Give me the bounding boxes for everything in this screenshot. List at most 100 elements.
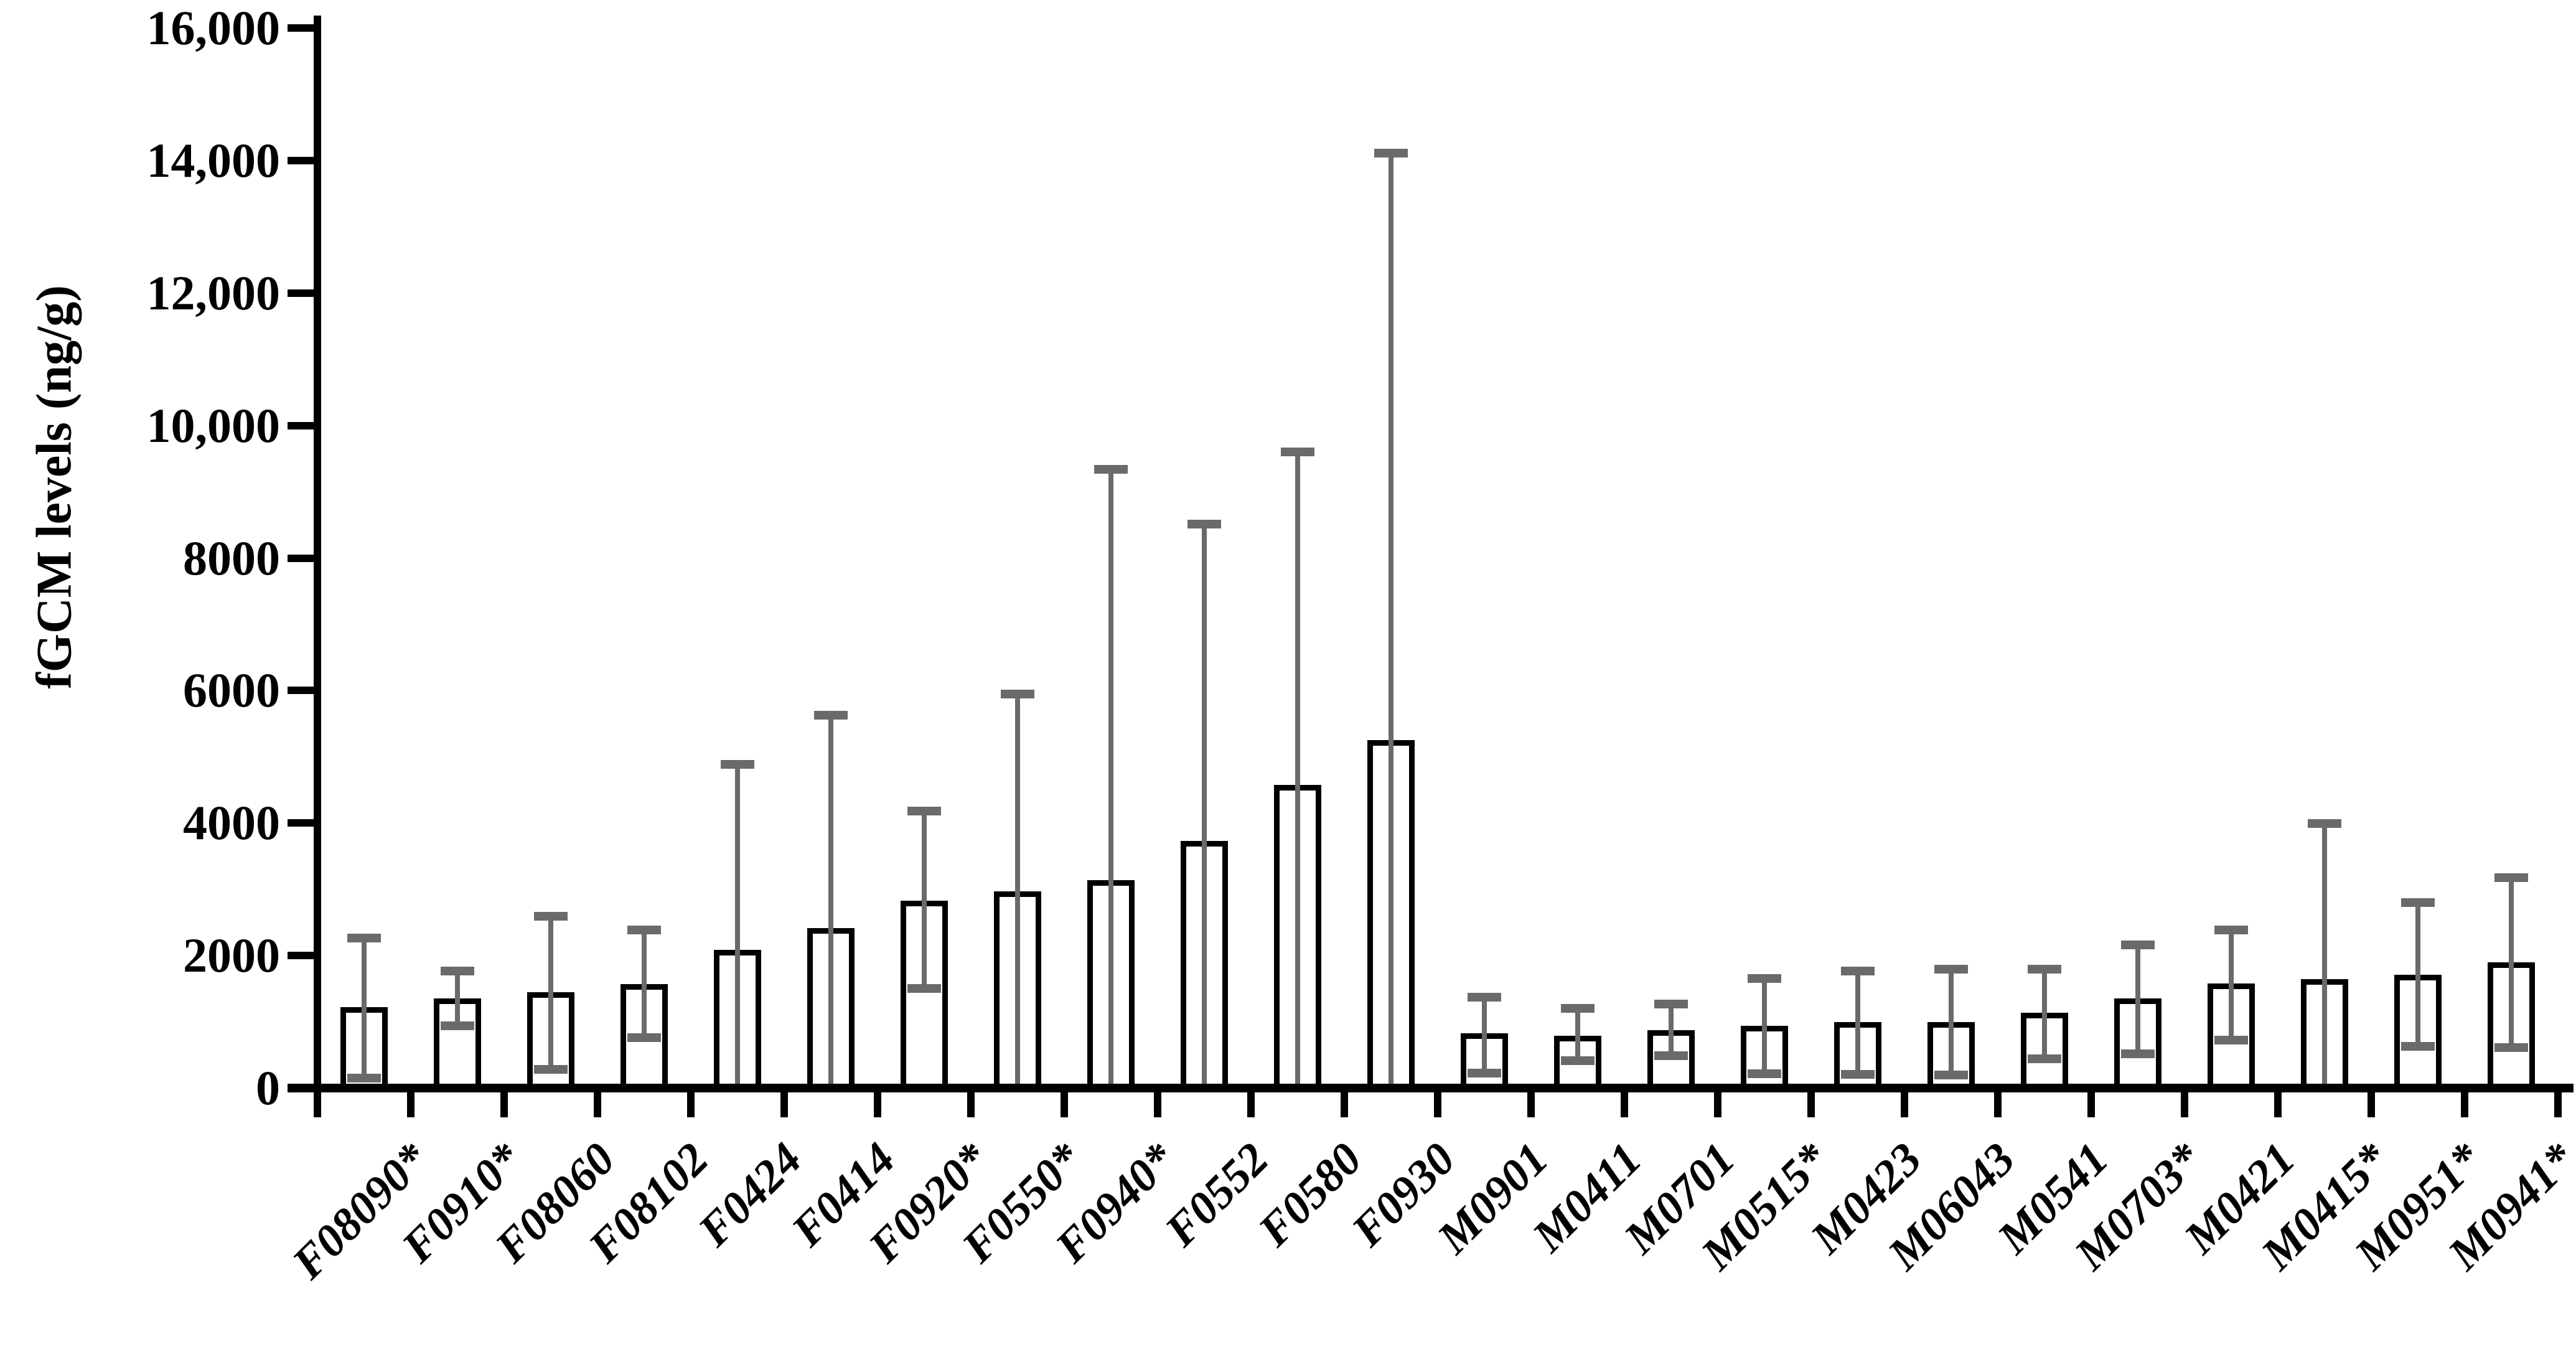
x-tick-mark (1061, 1085, 1068, 1117)
error-cap-bottom-m0941 (2494, 1043, 2528, 1053)
x-tick-label-f0580: F0580 (1248, 1133, 1372, 1257)
error-cap-top-m0541 (2028, 965, 2061, 974)
error-bar-f08090 (362, 938, 367, 1079)
error-bar-m0951 (2415, 902, 2420, 1046)
error-bar-f0414 (828, 715, 833, 1088)
error-bar-f0940 (1108, 469, 1113, 1088)
error-cap-bottom-m0703 (2121, 1049, 2155, 1058)
y-tick-mark (288, 952, 321, 960)
y-tick-mark (288, 554, 321, 562)
error-cap-top-m0515 (1748, 974, 1781, 983)
error-bar-f0550 (1015, 693, 1020, 1088)
x-tick-mark (2554, 1085, 2562, 1117)
x-tick-mark (1621, 1085, 1628, 1117)
error-cap-bottom-m0701 (1654, 1051, 1688, 1060)
x-tick-mark (2087, 1085, 2095, 1117)
error-cap-bottom-f0910 (441, 1021, 474, 1030)
error-cap-top-f0550 (1001, 689, 1034, 698)
error-cap-top-m0701 (1654, 999, 1688, 1008)
x-tick-mark (1714, 1085, 1721, 1117)
error-bar-m0701 (1669, 1003, 1674, 1056)
error-cap-top-f08102 (627, 925, 661, 934)
error-bar-m0411 (1575, 1008, 1580, 1061)
error-cap-top-m0703 (2121, 941, 2155, 950)
x-tick-mark (780, 1085, 788, 1117)
error-cap-top-m0411 (1561, 1004, 1595, 1013)
error-bar-f0424 (735, 764, 740, 1088)
x-tick-label-f0424: F0424 (688, 1133, 812, 1257)
x-tick-mark (1341, 1085, 1348, 1117)
error-cap-top-m0423 (1841, 966, 1875, 975)
error-cap-bottom-f08090 (347, 1074, 381, 1083)
x-tick-mark (1527, 1085, 1535, 1117)
y-tick-label: 6000 (183, 663, 280, 718)
x-axis-line (288, 1084, 2574, 1092)
y-tick-mark (288, 421, 321, 429)
error-cap-bottom-m0421 (2214, 1036, 2248, 1045)
error-bar-m06043 (1949, 969, 1954, 1075)
error-cap-bottom-m0423 (1841, 1069, 1875, 1079)
x-tick-mark (407, 1085, 415, 1117)
error-cap-top-f08090 (347, 934, 381, 943)
error-bar-m0703 (2135, 945, 2140, 1054)
error-bar-f0930 (1389, 153, 1393, 1088)
error-cap-top-m0421 (2214, 925, 2248, 934)
x-tick-mark (1994, 1085, 2002, 1117)
error-cap-bottom-f08060 (534, 1065, 568, 1074)
error-bar-m0423 (1855, 970, 1860, 1074)
y-tick-mark (288, 819, 321, 827)
y-tick-mark (288, 289, 321, 297)
error-bar-f08060 (548, 916, 553, 1070)
x-tick-mark (1807, 1085, 1815, 1117)
x-tick-label-f08090: F08090* (282, 1133, 438, 1289)
error-cap-bottom-m0411 (1561, 1056, 1595, 1066)
error-cap-top-f0414 (814, 710, 848, 720)
x-tick-label-f0552: F0552 (1155, 1133, 1278, 1257)
x-tick-mark (967, 1085, 975, 1117)
x-tick-mark (874, 1085, 881, 1117)
error-cap-top-f0940 (1094, 464, 1128, 474)
error-bar-f0910 (455, 970, 460, 1026)
error-cap-top-f0910 (441, 966, 474, 975)
error-bar-f0580 (1295, 452, 1300, 1088)
x-tick-mark (594, 1085, 601, 1117)
x-tick-mark (500, 1085, 508, 1117)
y-tick-label: 12,000 (146, 265, 281, 320)
y-tick-mark (288, 156, 321, 164)
error-cap-top-f0552 (1187, 520, 1221, 529)
error-bar-m0415 (2322, 824, 2327, 1088)
error-cap-top-f0930 (1374, 149, 1408, 158)
error-bar-m0541 (2042, 969, 2047, 1059)
error-bar-m0515 (1762, 979, 1767, 1074)
y-tick-mark (288, 24, 321, 32)
y-tick-mark (288, 687, 321, 695)
error-cap-top-f08060 (534, 912, 568, 921)
error-cap-top-f0920 (907, 807, 941, 816)
y-tick-label: 4000 (183, 796, 280, 850)
error-bar-m0421 (2229, 929, 2234, 1041)
error-cap-top-m0941 (2494, 873, 2528, 882)
error-cap-top-f0580 (1281, 448, 1314, 457)
error-cap-bottom-m06043 (1934, 1070, 1968, 1079)
y-tick-label: 0 (256, 1061, 280, 1115)
error-cap-bottom-m0901 (1468, 1068, 1501, 1077)
error-bar-f0552 (1202, 524, 1207, 1088)
error-cap-bottom-m0541 (2028, 1054, 2061, 1064)
error-cap-bottom-f0920 (907, 984, 941, 993)
error-cap-top-m0951 (2401, 898, 2435, 907)
x-tick-mark (687, 1085, 695, 1117)
error-bar-m0901 (1482, 997, 1487, 1073)
error-cap-bottom-m0951 (2401, 1041, 2435, 1051)
error-bar-f08102 (642, 929, 647, 1038)
y-tick-label: 14,000 (146, 133, 281, 187)
error-cap-top-m0415 (2308, 819, 2341, 828)
y-axis-line (314, 16, 321, 1117)
x-tick-mark (1434, 1085, 1441, 1117)
x-tick-mark (2274, 1085, 2282, 1117)
error-cap-top-m0901 (1468, 993, 1501, 1002)
error-cap-top-m06043 (1934, 965, 1968, 974)
x-tick-mark (2368, 1085, 2375, 1117)
x-tick-mark (1901, 1085, 1908, 1117)
y-tick-label: 10,000 (146, 398, 281, 453)
